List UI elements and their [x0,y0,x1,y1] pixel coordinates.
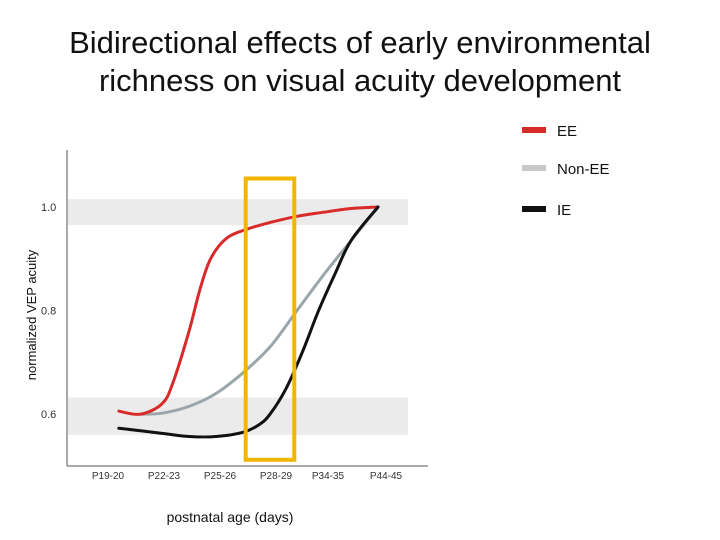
series-line-ie [117,205,380,439]
series-line-non-ee [138,205,380,416]
series-line-ee [117,205,380,416]
x-tick-label: P22-23 [148,471,181,482]
y-tick-label: 0.8 [41,306,56,318]
x-axis-label: postnatal age (days) [167,509,294,525]
x-tick-label: P34-35 [312,471,345,482]
reference-band-1 [68,199,408,226]
legend-label-ie: IE [557,202,571,219]
highlight-box-p28-29 [243,176,297,462]
chart-title-line-1: Bidirectional effects of early environme… [69,25,651,60]
x-tick-label: P44-45 [370,471,403,482]
x-tick-label: P28-29 [260,471,293,482]
legend-label-ee: EE [557,123,577,140]
chart-title-line-2: richness on visual acuity development [98,63,622,98]
y-axis-label: normalized VEP acuity [24,249,39,380]
chart-title: Bidirectional effects of early environme… [0,24,720,100]
y-tick-label: 0.6 [41,409,56,421]
y-tick-label: 1.0 [41,202,56,214]
x-tick-label: P25-26 [204,471,237,482]
x-tick-label: P19-20 [92,471,125,482]
legend-label-non-ee: Non-EE [557,161,610,178]
